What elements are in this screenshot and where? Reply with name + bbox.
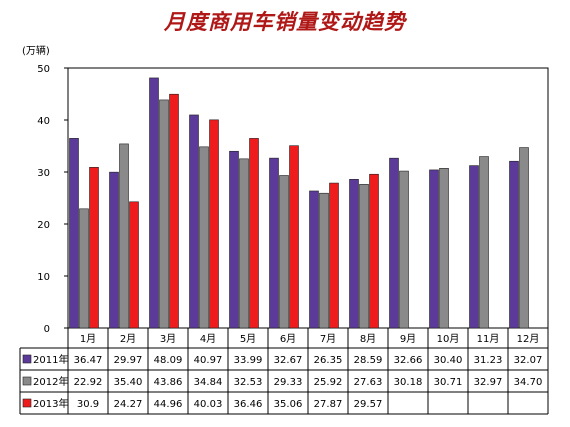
table-value: 31.23 [474,355,503,366]
table-value: 32.66 [394,355,423,366]
table-value: 44.96 [154,399,183,410]
table-value: 35.40 [114,377,143,388]
x-tick-label: 11月 [477,333,500,345]
legend-key-2012年 [22,376,32,386]
table-value: 48.09 [154,355,183,366]
bar-2011年-11月 [469,165,479,329]
table-value: 30.40 [434,355,463,366]
bar-2012年-11月 [479,156,489,329]
chart-title: 月度商用车销量变动趋势 [164,9,406,34]
y-tick-label: 50 [37,64,50,75]
table-value: 32.53 [234,377,263,388]
table-value: 40.97 [194,355,223,366]
y-tick-label: 10 [37,272,50,283]
table-value: 43.86 [154,377,183,388]
y-axis-label: (万辆) [22,44,50,57]
x-tick-label: 3月 [160,333,176,345]
bar-2013年-6月 [289,145,299,329]
table-value: 29.57 [354,399,383,410]
bar-2011年-6月 [269,157,279,329]
bar-2011年-2月 [109,171,119,329]
table-value: 29.97 [114,355,143,366]
bar-2011年-4月 [189,114,199,329]
table-value: 30.9 [77,399,99,410]
bar-2011年-12月 [509,160,519,329]
table-value: 30.18 [394,377,423,388]
bar-2012年-12月 [519,147,529,329]
x-tick-label: 8月 [360,333,376,345]
legend-label: 2011年 [33,353,68,366]
table-value: 26.35 [314,355,343,366]
table-value: 34.70 [514,377,543,388]
bar-2012年-10月 [439,168,449,329]
legend-key-2013年 [22,398,32,408]
table-value: 25.92 [314,377,343,388]
bar-2013年-1月 [89,167,99,329]
bar-2012年-5月 [239,158,249,329]
table-value: 30.71 [434,377,463,388]
table-value: 28.59 [354,355,383,366]
table-value: 22.92 [74,377,103,388]
bar-2012年-9月 [399,170,409,329]
bar-2012年-4月 [199,146,209,329]
bar-2013年-3月 [169,93,179,329]
x-tick-label: 2月 [120,333,136,345]
legend-label: 2012年 [33,375,68,388]
bar-2012年-7月 [319,192,329,329]
bar-2011年-5月 [229,150,239,329]
x-tick-label: 6月 [280,333,296,345]
bar-2011年-8月 [349,179,359,329]
table-value: 34.84 [194,377,223,388]
x-tick-label: 10月 [437,333,460,345]
x-tick-label: 4月 [200,333,216,345]
bar-2013年-5月 [249,138,259,329]
legend-key-2011年 [22,354,32,364]
table-value: 35.06 [274,399,303,410]
table-value: 32.97 [474,377,503,388]
bar-2013年-8月 [369,173,379,329]
y-tick-label: 30 [37,168,50,179]
x-tick-label: 7月 [320,333,336,345]
bar-2011年-7月 [309,190,319,329]
bar-2011年-10月 [429,169,439,329]
table-value: 40.03 [194,399,223,410]
bar-2011年-9月 [389,157,399,329]
bar-2013年-4月 [209,119,219,329]
bar-2012年-8月 [359,184,369,329]
bar-2012年-6月 [279,175,289,329]
bar-2011年-3月 [149,77,159,329]
bar-2012年-1月 [79,208,89,329]
bar-2012年-2月 [119,143,129,329]
bar-2011年-1月 [69,138,79,329]
x-tick-label: 5月 [240,333,256,345]
table-value: 36.47 [74,355,103,366]
x-tick-label: 1月 [80,333,96,345]
table-value: 27.63 [354,377,383,388]
table-value: 29.33 [274,377,303,388]
y-tick-label: 20 [37,220,50,231]
legend-label: 2013年 [33,397,68,410]
table-value: 27.87 [314,399,343,410]
bar-2013年-2月 [129,201,139,329]
x-tick-label: 9月 [400,333,416,345]
bar-2012年-3月 [159,99,169,329]
bar-2013年-7月 [329,182,339,329]
table-value: 24.27 [114,399,143,410]
table-value: 32.67 [274,355,303,366]
y-tick-label: 0 [44,324,50,335]
table-value: 36.46 [234,399,263,410]
x-tick-label: 12月 [517,333,540,345]
table-value: 33.99 [234,355,263,366]
table-value: 32.07 [514,355,543,366]
y-tick-label: 40 [37,116,50,127]
